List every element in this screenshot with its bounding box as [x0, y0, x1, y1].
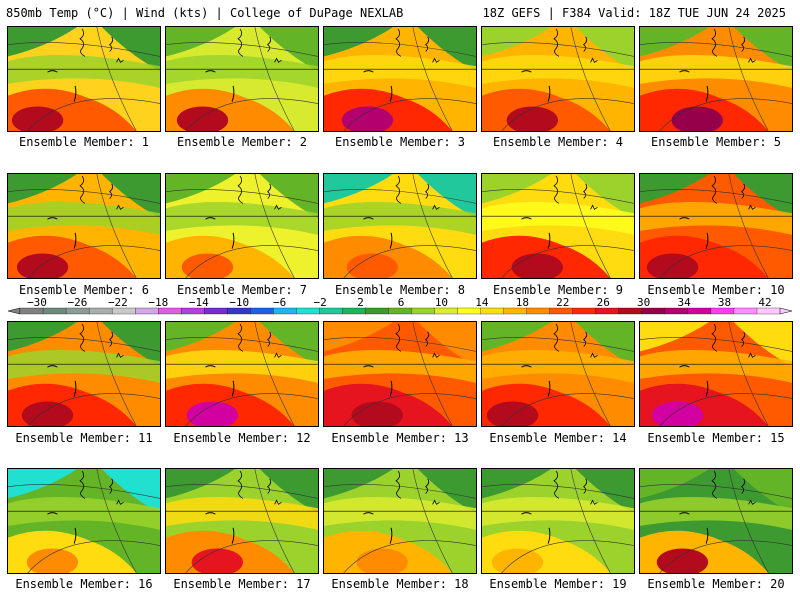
- colorbar-tick-label: 26: [596, 296, 610, 309]
- colorbar-swatch: [365, 307, 389, 315]
- ensemble-member-label: Ensemble Member: 12: [173, 431, 311, 445]
- colorbar-tick-label: 14: [475, 296, 489, 309]
- temperature-field-map: [482, 27, 634, 131]
- colorbar-swatch: [572, 307, 597, 315]
- colorbar-tick-label: 38: [717, 296, 732, 309]
- colorbar-swatch: [687, 307, 712, 315]
- ensemble-member-label: Ensemble Member: 15: [647, 431, 785, 445]
- temperature-field-map: [8, 322, 160, 426]
- temperature-field-map: [166, 27, 318, 131]
- colorbar-tick-label: −6: [273, 296, 287, 309]
- ensemble-map-panel: [639, 173, 793, 279]
- colorbar-tick-label: 34: [677, 296, 691, 309]
- colorbar-swatch: [250, 307, 274, 315]
- ensemble-member-label: Ensemble Member: 10: [647, 283, 785, 297]
- colorbar-tick-label: 18: [515, 296, 529, 309]
- temperature-field-map: [166, 469, 318, 573]
- ensemble-member-label: Ensemble Member: 17: [173, 577, 311, 591]
- ensemble-member-label: Ensemble Member: 8: [334, 283, 466, 297]
- temperature-field-map: [640, 469, 792, 573]
- ensemble-map-panel: [323, 26, 477, 132]
- colorbar-tick-label: 2: [357, 296, 364, 309]
- ensemble-member-label: Ensemble Member: 13: [331, 431, 469, 445]
- ensemble-member-label: Ensemble Member: 20: [647, 577, 785, 591]
- ensemble-map-panel: [7, 173, 161, 279]
- colorbar-tick-label: 6: [397, 296, 405, 309]
- temperature-field-map: [324, 174, 476, 278]
- ensemble-map-panel: [165, 321, 319, 427]
- ensemble-map-panel: [165, 468, 319, 574]
- temperature-field-map: [324, 469, 476, 573]
- ensemble-map-panel: [165, 173, 319, 279]
- ensemble-member-label: Ensemble Member: 2: [176, 135, 308, 149]
- temperature-field-map: [324, 322, 476, 426]
- colorbar-tick-label: −18: [148, 296, 169, 309]
- temperature-field-map: [640, 174, 792, 278]
- ensemble-map-panel: [165, 26, 319, 132]
- ensemble-member-label: Ensemble Member: 7: [176, 283, 308, 297]
- colorbar-swatch: [526, 307, 551, 315]
- colorbar-tick-label: −30: [27, 296, 47, 309]
- temperature-field-map: [166, 174, 318, 278]
- ensemble-map-panel: [323, 468, 477, 574]
- ensemble-member-label: Ensemble Member: 4: [492, 135, 624, 149]
- model-valid-time: 18Z GEFS | F384 Valid: 18Z TUE JUN 24 20…: [482, 6, 786, 20]
- ensemble-map-panel: [639, 321, 793, 427]
- temperature-field-map: [482, 174, 634, 278]
- temperature-field-map: [8, 174, 160, 278]
- colorbar-tick-label: 42: [758, 296, 772, 309]
- ensemble-map-panel: [639, 26, 793, 132]
- temperature-colorbar: [7, 307, 793, 315]
- temperature-field-map: [640, 27, 792, 131]
- ensemble-map-panel: [481, 468, 635, 574]
- ensemble-map-panel: [323, 321, 477, 427]
- ensemble-member-label: Ensemble Member: 5: [650, 135, 782, 149]
- ensemble-member-label: Ensemble Member: 18: [331, 577, 469, 591]
- ensemble-map-panel: [481, 173, 635, 279]
- ensemble-map-panel: [481, 26, 635, 132]
- ensemble-member-label: Ensemble Member: 3: [334, 135, 466, 149]
- colorbar-tick-label: 30: [637, 296, 651, 309]
- ensemble-map-panel: [639, 468, 793, 574]
- temperature-field-map: [8, 469, 160, 573]
- ensemble-map-panel: [323, 173, 477, 279]
- colorbar-tick-label: −26: [67, 296, 88, 309]
- ensemble-member-label: Ensemble Member: 19: [489, 577, 627, 591]
- temperature-field-map: [482, 322, 634, 426]
- ensemble-member-label: Ensemble Member: 9: [492, 283, 624, 297]
- map-title: 850mb Temp (°C) | Wind (kts) | College o…: [6, 6, 404, 20]
- temperature-field-map: [640, 322, 792, 426]
- ensemble-map-panel: [7, 321, 161, 427]
- ensemble-member-label: Ensemble Member: 6: [18, 283, 150, 297]
- colorbar-tick-label: −14: [188, 296, 209, 309]
- temperature-field-map: [482, 469, 634, 573]
- temperature-field-map: [324, 27, 476, 131]
- temperature-field-map: [8, 27, 160, 131]
- ensemble-map-panel: [7, 26, 161, 132]
- ensemble-member-label: Ensemble Member: 16: [15, 577, 153, 591]
- ensemble-member-label: Ensemble Member: 1: [18, 135, 150, 149]
- colorbar-swatch: [733, 307, 758, 315]
- colorbar-tick-label: 10: [434, 296, 449, 309]
- colorbar-tick-label: −22: [107, 296, 128, 309]
- temperature-field-map: [166, 322, 318, 426]
- colorbar-tick-label: −10: [229, 296, 250, 309]
- ensemble-member-label: Ensemble Member: 14: [489, 431, 627, 445]
- colorbar-swatch: [411, 307, 435, 315]
- colorbar-tick-label: 22: [556, 296, 570, 309]
- colorbar-tick-label: −2: [313, 296, 327, 309]
- ensemble-map-panel: [7, 468, 161, 574]
- ensemble-map-panel: [481, 321, 635, 427]
- ensemble-member-label: Ensemble Member: 11: [15, 431, 153, 445]
